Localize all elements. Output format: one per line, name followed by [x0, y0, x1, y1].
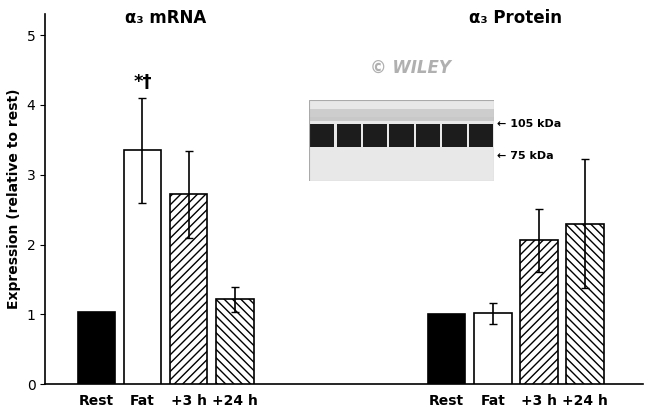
Bar — [363, 124, 387, 146]
Text: *†: *† — [133, 73, 151, 91]
Text: α₃ mRNA: α₃ mRNA — [125, 9, 206, 27]
Text: © WILEY: © WILEY — [370, 59, 451, 77]
Bar — [309, 124, 334, 146]
Bar — [124, 150, 161, 384]
Text: ← 105 kDa: ← 105 kDa — [497, 119, 562, 129]
Bar — [309, 117, 494, 121]
Text: ← 75 kDa: ← 75 kDa — [497, 151, 554, 161]
Bar — [334, 121, 337, 150]
Bar — [415, 124, 440, 146]
Bar — [170, 194, 207, 384]
Bar — [440, 121, 443, 150]
Bar — [474, 313, 512, 384]
Bar — [387, 121, 389, 150]
Bar — [467, 121, 469, 150]
Bar — [442, 124, 467, 146]
Bar — [309, 109, 494, 117]
Bar — [566, 224, 604, 384]
Bar — [469, 124, 493, 146]
Bar — [361, 121, 363, 150]
Bar — [336, 124, 361, 146]
Bar — [520, 240, 558, 384]
Bar — [428, 315, 465, 384]
Bar — [413, 121, 416, 150]
Text: α₃ Protein: α₃ Protein — [469, 9, 562, 27]
Bar — [389, 124, 413, 146]
Y-axis label: Expression (relative to rest): Expression (relative to rest) — [7, 89, 21, 310]
Bar — [216, 299, 254, 384]
Bar — [77, 312, 115, 384]
